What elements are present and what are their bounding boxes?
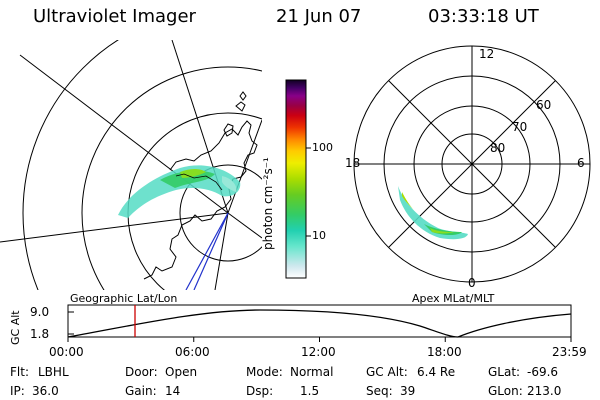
time-label: 03:33:18 UT [428,6,539,27]
timeline-ytick-9: 9.0 [30,305,50,319]
status-door-value: Open [165,365,198,379]
instrument-title: Ultraviolet Imager [33,6,196,27]
polar-label-12: 12 [479,47,495,61]
status-glat-value: -69.6 [527,365,559,379]
status-gcalt-value: 6.4 Re [417,365,456,379]
timeline-xtick-1200: 12:00 [301,345,336,359]
islands [223,91,247,137]
timeline-xtick-0600: 06:00 [175,345,210,359]
timeline-frame [67,304,572,338]
status-door-label: Door: [125,365,158,379]
timeline-xtick-1800: 18:00 [427,345,462,359]
colorbar-tick-label-10: 10 [312,229,326,242]
colorbar-tick-label-100: 100 [312,141,333,154]
timeline-y-axis-label: GC Alt [9,310,22,345]
timeline-xtick-0000: 00:00 [49,345,84,359]
colorbar-units-label: photon cm⁻²s⁻¹ [261,157,275,250]
geo-grid-circles [22,40,262,290]
geographic-map [0,40,262,290]
polar-label-18: 18 [345,156,361,170]
status-mode-label: Mode: [246,365,283,379]
status-ip-value: 36.0 [32,384,59,398]
polar-label-0: 0 [468,276,476,290]
timeline-right-title: Apex MLat/MLT [412,292,495,305]
status-flt-value: LBHL [38,365,69,379]
status-gain-label: Gain: [125,384,157,398]
status-glat-label: GLat: [488,365,521,379]
status-glon-value: 213.0 [527,384,562,398]
status-seq-value: 39 [400,384,416,398]
aurora-map-overlay [175,173,223,191]
polar-lat-70: 70 [512,120,528,134]
status-dsp-label: Dsp: [246,384,274,398]
timeline-ytick-1-8: 1.8 [30,327,50,341]
status-glon-label: GLon: [488,384,523,398]
timeline-plot [67,304,572,342]
polar-lat-60: 60 [536,98,552,112]
status-flt-label: Flt: [10,365,29,379]
date-label: 21 Jun 07 [276,6,362,27]
status-seq-label: Seq: [366,384,393,398]
polar-spokes [354,46,590,282]
timeline-xtick-2359: 23:59 [552,345,587,359]
polar-plot [353,45,591,283]
polar-lat-80: 80 [490,141,506,155]
status-gain-value: 14 [165,384,181,398]
status-ip-label: IP: [10,384,25,398]
timeline-left-title: Geographic Lat/Lon [70,292,178,305]
aurora-magnetic [398,186,468,240]
terminator-lines [185,212,229,290]
status-dsp-value: 1.5 [300,384,320,398]
coastline [143,120,258,280]
timeline-ticks [67,311,572,342]
status-mode-value: Normal [290,365,334,379]
altitude-curve [67,309,572,338]
colorbar [285,79,307,279]
status-gcalt-label: GC Alt: [366,365,408,379]
polar-label-6: 6 [577,156,585,170]
